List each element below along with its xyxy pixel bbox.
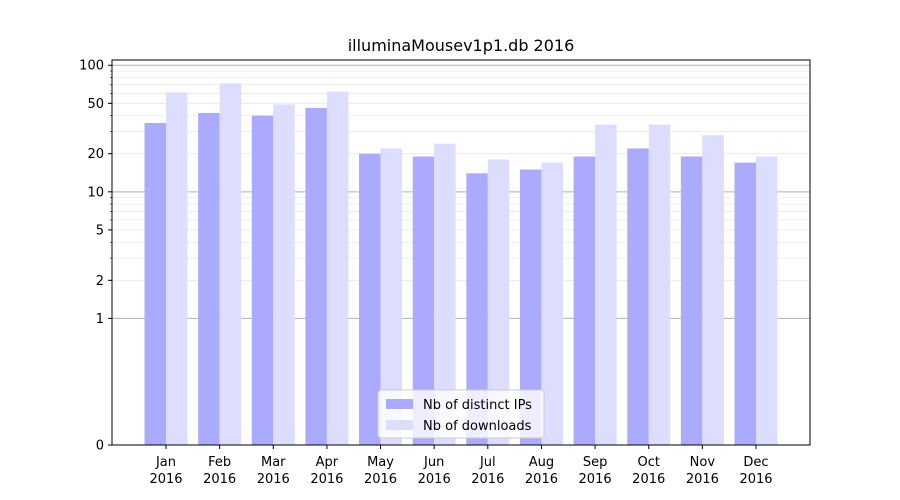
bar-downloads [595, 124, 617, 445]
x-tick-label-month: Jan [155, 455, 176, 470]
x-tick-label-month: Aug [529, 455, 554, 470]
x-tick-label-year: 2016 [632, 472, 665, 487]
x-tick-label-month: May [367, 455, 394, 470]
bar-ips [144, 122, 166, 445]
x-tick-label-year: 2016 [257, 472, 290, 487]
x-tick-label-month: Apr [316, 455, 339, 470]
y-tick-label: 100 [79, 59, 104, 74]
bar-downloads [756, 156, 778, 446]
bar-downloads [273, 104, 295, 445]
y-tick-label: 0 [96, 439, 104, 454]
x-axis: Jan 2016 Feb 2016 Mar 2016 Apr 2016 May 2016 Jun 20… [149, 445, 773, 487]
x-tick-label-month: Dec [743, 455, 768, 470]
bar-downloads [487, 159, 510, 445]
y-tick-label: 50 [87, 97, 104, 112]
legend-label: Nb of downloads [423, 419, 532, 434]
bar-downloads [702, 135, 724, 445]
bar-downloads [219, 83, 242, 445]
x-tick-label-year: 2016 [525, 472, 558, 487]
legend-swatch [386, 399, 413, 409]
bar-downloads [648, 124, 671, 445]
x-tick-label-year: 2016 [310, 472, 343, 487]
bar-ips [627, 148, 649, 445]
x-tick-label-year: 2016 [739, 472, 772, 487]
bar-ips [680, 156, 703, 446]
x-tick-label-year: 2016 [203, 472, 236, 487]
x-tick-label-year: 2016 [149, 472, 182, 487]
bar-downloads [166, 92, 188, 446]
y-tick-label: 10 [87, 185, 104, 200]
x-tick-label-month: Jun [423, 455, 444, 470]
x-tick-label-month: Feb [208, 455, 231, 470]
x-tick-label-month: Oct [637, 455, 659, 470]
y-tick-label: 2 [96, 274, 104, 289]
bars [144, 83, 778, 446]
x-tick-label-month: Nov [690, 455, 716, 470]
plot-frame [111, 59, 811, 446]
bar-ips [466, 173, 488, 445]
bar-downloads [434, 143, 456, 445]
chart-title: illuminaMousev1p1.db 2016 [348, 36, 575, 55]
bar-downloads [380, 148, 403, 445]
bar-ips [519, 169, 542, 445]
x-tick-label-year: 2016 [686, 472, 719, 487]
x-tick-label-month: Mar [261, 455, 286, 470]
legend-label: Nb of distinct IPs [423, 398, 532, 413]
bar-ips [573, 156, 596, 446]
bar-ips [359, 153, 381, 446]
legend-box [377, 389, 545, 439]
y-tick-label: 5 [96, 223, 104, 238]
x-tick-label-month: Sep [583, 455, 608, 470]
x-tick-label-year: 2016 [471, 472, 504, 487]
y-axis: 0 1 2 5 10 20 50 100 [79, 59, 112, 454]
y-tick-label: 20 [87, 147, 104, 162]
bar-ips [198, 112, 220, 446]
bar-downloads [326, 91, 349, 445]
legend: Nb of distinct IPs Nb of downloads [377, 389, 545, 439]
bar-ips [734, 162, 756, 445]
x-tick-label-year: 2016 [579, 472, 612, 487]
x-tick-label-year: 2016 [418, 472, 451, 487]
bar-ips [412, 156, 435, 446]
y-tick-label: 1 [96, 312, 104, 327]
x-tick-label-month: Jul [479, 455, 496, 470]
bar-ips [251, 115, 274, 445]
legend-swatch [386, 420, 413, 430]
bar-downloads [541, 162, 563, 445]
x-tick-label-year: 2016 [364, 472, 397, 487]
bar-ips [305, 107, 327, 446]
